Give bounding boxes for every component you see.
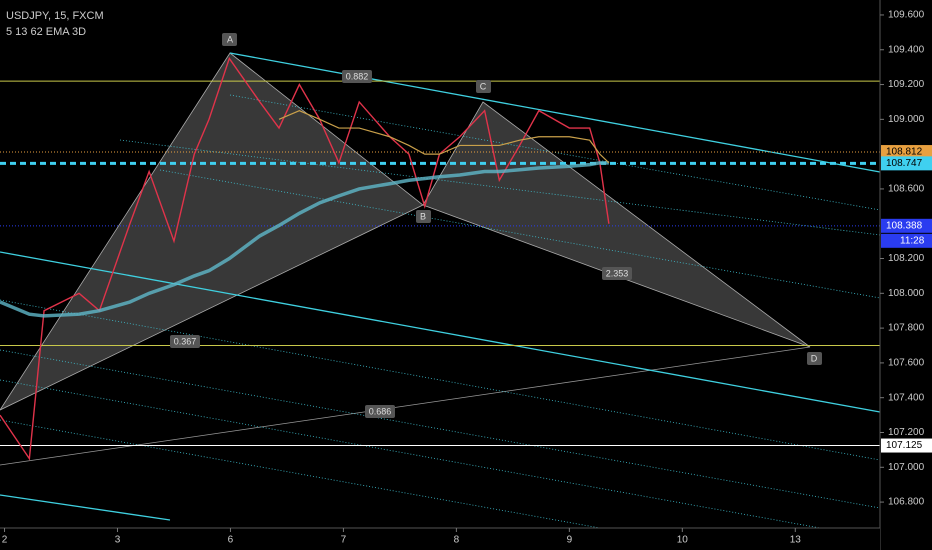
x-tick-label: 6 [228,535,234,546]
x-tick-label: 8 [454,535,460,546]
ratio-label: 0.686 [369,406,392,416]
y-tick-label: 106.800 [888,497,925,508]
point-label: B [420,211,426,221]
countdown-tag [881,233,932,248]
price-tag-label: 108.388 [886,220,923,231]
channel-line [0,494,171,521]
price-tag-label: 108.812 [886,147,923,158]
ratio-label: 0.367 [174,336,197,346]
y-tick-label: 107.800 [888,323,925,334]
x-tick-label: 3 [115,535,121,546]
y-tick-label: 108.600 [888,184,925,195]
ratio-label: 2.353 [606,268,629,278]
chart-subtitle: 5 13 62 EMA 3D [6,26,86,38]
y-tick-label: 108.200 [888,253,925,264]
price-tag-label: 108.747 [886,158,923,169]
pattern-labels: A B C D 0.882 0.367 0.686 2.353 [170,33,822,418]
price-tag [881,145,932,160]
y-tick-label: 107.000 [888,462,925,473]
channel-line [0,251,881,413]
price-tag [881,156,932,171]
ema-line [278,109,610,164]
y-tick-label: 107.400 [888,392,925,403]
x-tick-label: 2 [2,535,8,546]
y-tick-label: 107.200 [888,427,925,438]
y-tick-label: 109.200 [888,79,925,90]
x-tick-label: 13 [790,535,802,546]
point-label: C [480,81,487,91]
y-tick-label: 109.000 [888,114,925,125]
plot [0,56,880,461]
x-tick-label: 7 [341,535,347,546]
y-axis-panel [880,0,932,550]
x-tick-label: 9 [567,535,573,546]
point-label: A [227,34,233,44]
x-tick-label: 10 [677,535,689,546]
countdown-label: 11:28 [900,235,925,246]
y-tick-label: 109.400 [888,44,925,55]
ema-line [0,161,609,318]
price-tag [881,218,932,233]
chart-title: USDJPY, 15, FXCM [6,10,104,22]
y-tick-label: 108.000 [888,288,925,299]
x-axis-panel [0,528,880,550]
point-label: D [811,353,818,363]
ratio-label: 0.882 [346,71,369,81]
price-tag-label: 107.125 [886,440,923,451]
y-tick-label: 109.600 [888,10,925,21]
pattern-xab [0,52,424,411]
price-tag [881,438,932,453]
y-tick-label: 107.600 [888,358,925,369]
